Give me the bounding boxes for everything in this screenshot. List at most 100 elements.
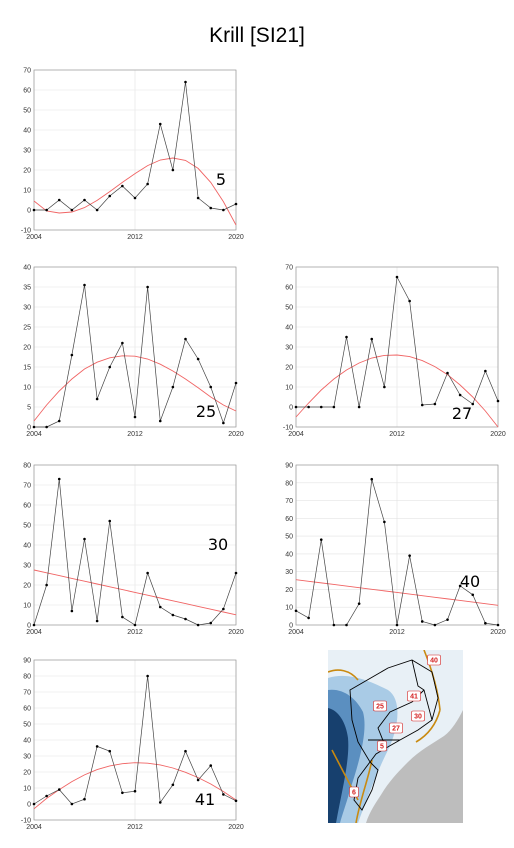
data-point — [196, 778, 200, 782]
data-point — [420, 620, 424, 623]
grid-30 — [33, 464, 237, 626]
data-point — [83, 198, 86, 202]
y-tick-label: 40 — [23, 265, 31, 272]
x-tick-label: 2004 — [26, 234, 42, 241]
y-tick-label: 20 — [23, 168, 31, 175]
x-tick-label: 2012 — [389, 431, 405, 438]
y-tick-label: 10 — [285, 605, 293, 612]
data-point — [70, 353, 74, 357]
y-tick-label: 30 — [285, 345, 293, 352]
data-point — [370, 477, 374, 481]
area-label: 25 — [196, 402, 216, 421]
data-point — [484, 369, 487, 373]
y-tick-label: 70 — [285, 498, 293, 505]
data-point — [158, 419, 162, 423]
x-tick-label: 2004 — [26, 824, 42, 831]
data-point — [83, 797, 86, 801]
data-point — [108, 519, 112, 523]
y-tick-label: 80 — [285, 480, 293, 487]
data-point — [83, 283, 86, 287]
data-point — [171, 783, 175, 787]
chart-panel-41: -10 0 10 20 30 40 50 60 70 80 90 2004 2012 2020 41 — [8, 650, 248, 835]
y-tick-label: 20 — [23, 345, 31, 352]
y-tick-label: 60 — [285, 285, 293, 292]
y-tick-label: 80 — [23, 674, 31, 681]
y-tick-label: 0 — [27, 208, 31, 215]
y-tick-label: 60 — [23, 706, 31, 713]
data-point — [146, 285, 149, 289]
data-point — [45, 425, 48, 429]
data-point — [307, 405, 310, 409]
data-point — [70, 802, 74, 806]
y-tick-label: 0 — [289, 623, 293, 630]
y-tick-label: 30 — [23, 148, 31, 155]
y-tick-label: 40 — [23, 738, 31, 745]
y-tick-label: 50 — [285, 534, 293, 541]
chart-svg-25: 0 5 10 15 20 25 30 35 40 2004 2012 2020 25 — [23, 265, 244, 439]
data-point — [184, 749, 187, 753]
data-point — [234, 799, 238, 803]
data-point — [95, 745, 99, 748]
y-tick-label: 20 — [23, 583, 31, 590]
fit-curve — [33, 762, 237, 810]
y-tick-label: 35 — [23, 285, 31, 292]
plot-frame — [295, 266, 499, 428]
y-tick-label: 10 — [23, 385, 31, 392]
y-tick-label: 0 — [27, 802, 31, 809]
map-label-box — [389, 722, 403, 734]
x-tick-label: 2012 — [127, 629, 143, 636]
x-tick-label: 2012 — [389, 629, 405, 636]
y-tick-label: 30 — [23, 754, 31, 761]
y-tick-label: 40 — [23, 128, 31, 135]
data-point — [32, 208, 36, 212]
chart-panel-25: 0 5 10 15 20 25 30 35 40 2004 2012 2020 25 — [8, 257, 248, 442]
x-tick-label: 2020 — [228, 431, 244, 438]
data-point — [95, 397, 99, 401]
area-map: 40 41 25 30 27 5 6 — [328, 650, 463, 823]
map-deep-water — [328, 708, 349, 823]
data-point — [209, 621, 213, 625]
y-tick-label: 5 — [27, 405, 31, 412]
data-point — [307, 616, 310, 620]
data-point — [184, 80, 187, 84]
data-point — [133, 415, 137, 419]
data-point — [121, 791, 124, 795]
y-tick-label: 50 — [23, 523, 31, 530]
data-point — [395, 623, 399, 627]
data-point — [383, 520, 386, 524]
figure-title: Krill [SI21] — [209, 24, 305, 47]
data-point — [222, 208, 225, 212]
chart-panel-5: -10 0 10 20 30 40 50 60 70 2004 2012 2020 5 — [8, 60, 248, 245]
plot-frame — [33, 266, 237, 428]
data-point — [370, 337, 374, 341]
map-label-box — [349, 786, 359, 798]
x-tick-label: 2020 — [228, 824, 244, 831]
data-point — [32, 623, 36, 627]
y-tick-label: 25 — [23, 325, 31, 332]
x-tick-label: 2012 — [127, 824, 143, 831]
data-point — [184, 617, 187, 621]
map-area-label: 6 — [352, 790, 356, 797]
y-tick-label: 60 — [23, 503, 31, 510]
data-point — [45, 794, 48, 798]
data-point — [121, 341, 124, 345]
y-tick-label: 70 — [23, 483, 31, 490]
data-point — [222, 793, 225, 796]
chart-panel-40: 0 10 20 30 40 50 60 70 80 90 2004 2012 2020 40 — [270, 455, 510, 640]
x-tick-label: 2004 — [288, 431, 304, 438]
y-tick-label: 10 — [23, 603, 31, 610]
data-point — [408, 299, 411, 303]
data-point — [108, 749, 112, 753]
area-label: 41 — [195, 790, 215, 809]
area-label: 30 — [208, 535, 228, 554]
y-tick-label: 20 — [285, 365, 293, 372]
y-tick-label: 90 — [285, 463, 293, 470]
data-point — [57, 419, 61, 423]
map-area-label: 30 — [414, 714, 422, 721]
data-point — [196, 623, 200, 627]
chart-svg-30: 0 10 20 30 40 50 60 70 80 2004 2012 2020 30 — [23, 463, 244, 637]
data-point — [222, 607, 225, 611]
map-land — [366, 710, 463, 823]
area-label: 5 — [216, 170, 226, 189]
data-point — [45, 583, 48, 587]
